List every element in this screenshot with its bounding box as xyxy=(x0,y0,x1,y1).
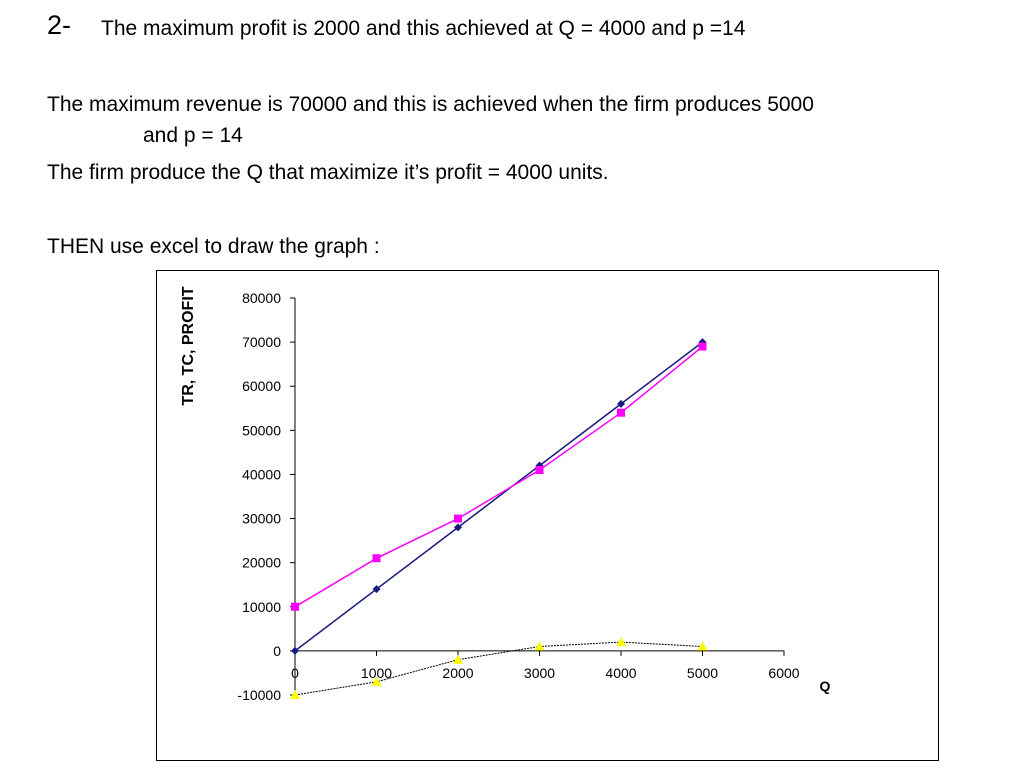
y-tick-label: 10000 xyxy=(242,599,281,615)
x-tick-label: 2000 xyxy=(442,665,473,681)
heading-number: 2- xyxy=(47,10,72,40)
profit-point xyxy=(534,641,545,651)
profit-point xyxy=(616,637,626,647)
profit-point xyxy=(371,676,382,686)
tc-point xyxy=(698,342,707,351)
revenue-statement-continued: and p = 14 xyxy=(143,124,243,147)
x-tick-label: 1000 xyxy=(361,665,392,681)
series-line-tr xyxy=(294,341,703,652)
y-tick-label: 60000 xyxy=(242,378,281,394)
tr-point xyxy=(454,523,462,532)
tr-point xyxy=(617,399,625,408)
tc-point xyxy=(454,514,462,523)
profit-point xyxy=(697,641,708,651)
tc-point xyxy=(617,408,625,417)
x-tick-label: 6000 xyxy=(768,665,799,681)
tr-point xyxy=(291,646,299,655)
series-line-tc xyxy=(294,345,703,608)
tc-point xyxy=(372,554,381,563)
heading-text: The maximum profit is 2000 and this achi… xyxy=(101,17,746,40)
chart-frame: -10000 0 10000 20000 30000 40000 50000 60000 700… xyxy=(156,270,939,761)
x-tick-label: 0 xyxy=(291,665,299,681)
y-tick-label: 40000 xyxy=(242,466,281,482)
series-line-profit xyxy=(294,641,703,696)
y-tick-label: 30000 xyxy=(242,511,281,527)
tc-point xyxy=(291,602,299,611)
profit-point xyxy=(290,690,300,699)
y-tick-label: 80000 xyxy=(242,290,281,306)
y-tick-label: 50000 xyxy=(242,422,281,438)
production-statement: The firm produce the Q that maximize it’… xyxy=(47,161,609,184)
x-tick-label: 3000 xyxy=(524,665,555,681)
y-tick-label: 0 xyxy=(273,643,281,659)
tc-point xyxy=(535,466,544,475)
graph-instruction: THEN use excel to draw the graph : xyxy=(47,235,380,258)
x-tick-label: 5000 xyxy=(687,665,718,681)
y-axis-title: TR, TC, PROFIT xyxy=(180,286,197,405)
tr-point xyxy=(372,585,381,594)
y-tick-label: -10000 xyxy=(237,687,281,703)
chart: -100000100002000030000400005000060000700… xyxy=(180,286,831,703)
profit-point xyxy=(453,654,463,664)
x-axis-title: Q xyxy=(820,678,831,694)
y-tick-label: 70000 xyxy=(242,334,281,350)
revenue-statement: The maximum revenue is 70000 and this is… xyxy=(47,93,814,116)
y-tick-label: 20000 xyxy=(242,555,281,571)
x-tick-label: 4000 xyxy=(605,665,636,681)
